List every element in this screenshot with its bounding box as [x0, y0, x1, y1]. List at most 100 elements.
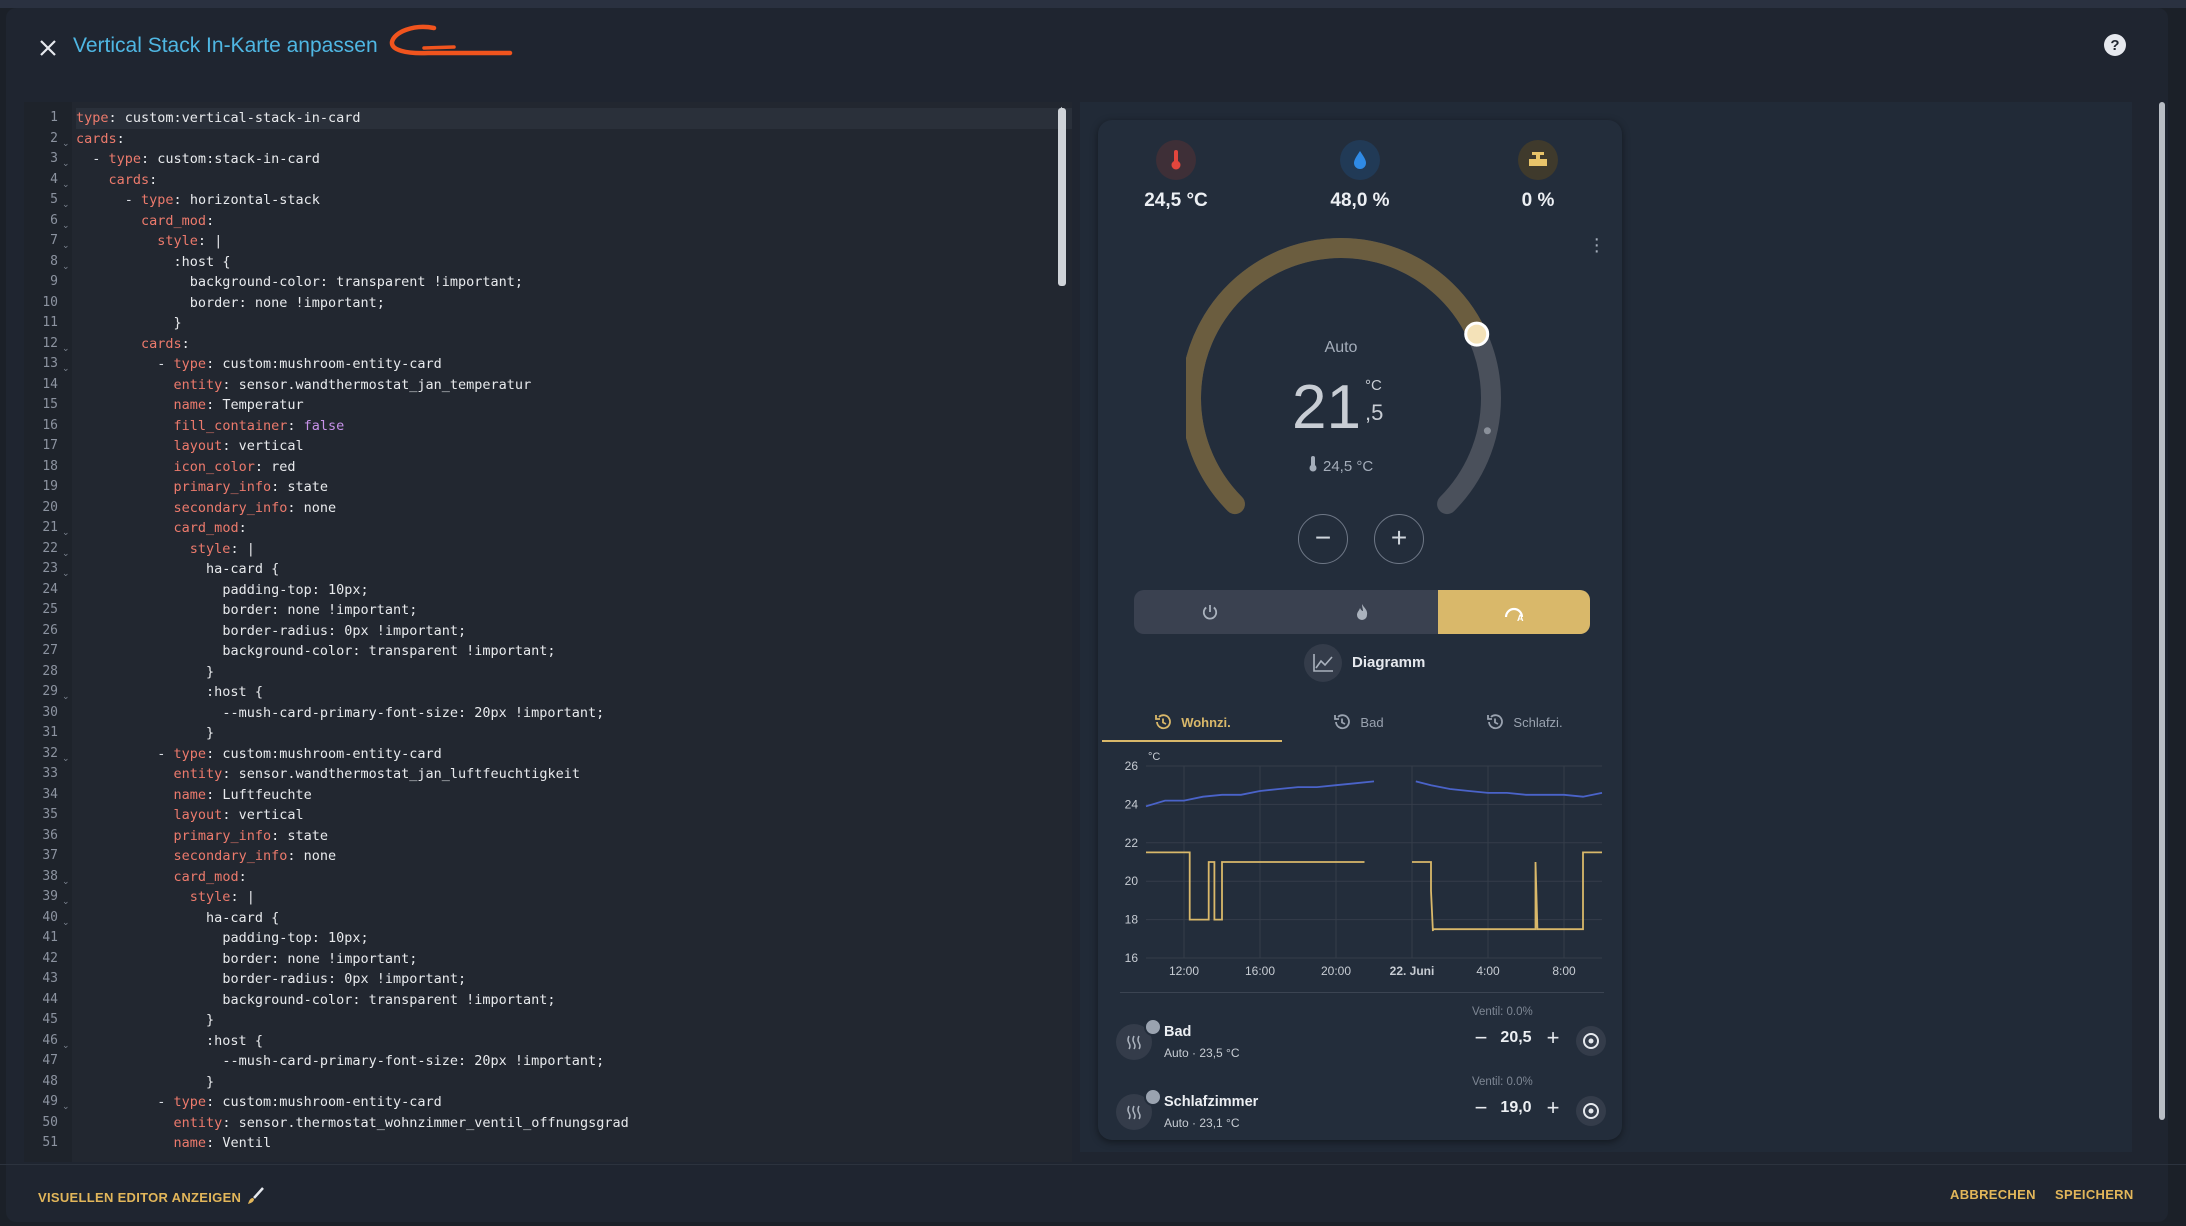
yaml-separator: :	[206, 1094, 223, 1110]
yaml-key: cards	[76, 130, 117, 147]
help-button[interactable]: ?	[2102, 32, 2132, 62]
increase-button[interactable]: +	[1546, 1025, 1560, 1050]
fold-chevron-icon[interactable]: ⌄	[62, 240, 70, 250]
yaml-separator: :	[222, 376, 239, 393]
tab-label: Schlafzi.	[1513, 714, 1563, 730]
yaml-value: --mush-card-primary-font-size: 20px !imp…	[222, 1053, 605, 1069]
auto-mode-button[interactable]: A	[1438, 590, 1590, 634]
temperature-sensor[interactable]: 24,5 °C	[1106, 140, 1246, 212]
current-temp-label: 24,5 °C	[1323, 458, 1373, 475]
yaml-key: style	[189, 540, 231, 557]
yaml-value: none	[303, 848, 337, 864]
show-visual-editor-button[interactable]: VISUELLEN EDITOR ANZEIGEN	[38, 1187, 265, 1205]
yaml-value: |	[246, 889, 255, 905]
line-number: 38	[42, 868, 58, 884]
y-tick-label: 20	[1125, 874, 1139, 888]
dial-handle[interactable]	[1464, 321, 1490, 347]
yaml-key: entity	[173, 766, 223, 782]
page-scrollbar[interactable]	[2158, 96, 2166, 1162]
fold-chevron-icon[interactable]: ⌄	[62, 527, 70, 537]
yaml-separator: :	[206, 745, 223, 762]
thermostat-dial[interactable]: Auto 21 °C ,5 24,5 °C	[1186, 230, 1536, 530]
page-scrollbar-thumb[interactable]	[2159, 102, 2165, 1120]
line-number: 17	[42, 438, 58, 453]
editor-scrollbar-thumb[interactable]	[1058, 108, 1066, 286]
yaml-separator: :	[271, 827, 288, 844]
fold-chevron-icon[interactable]: ⌄	[62, 691, 70, 701]
target-temp-whole: 21	[1292, 373, 1361, 442]
yaml-code-editor[interactable]: type: custom:vertical-stack-in-card cards…	[24, 102, 1072, 1162]
fold-chevron-icon[interactable]: ⌄	[62, 568, 70, 578]
mode-button[interactable]	[1576, 1026, 1606, 1056]
fold-chevron-icon[interactable]: ⌄	[62, 260, 70, 271]
decrease-button[interactable]: −	[1474, 1025, 1488, 1050]
code-line: - type: custom:mushroom-entity-card	[76, 1092, 442, 1113]
code-line: name: Luftfeuchte	[76, 785, 312, 806]
decrease-button[interactable]: −	[1474, 1095, 1488, 1120]
chart-line-icon[interactable]	[1304, 644, 1342, 682]
svg-text:?: ?	[2110, 37, 2119, 54]
code-line: entity: sensor.wandthermostat_jan_luftfe…	[76, 764, 580, 785]
cancel-button[interactable]: ABBRECHEN	[1950, 1187, 2036, 1202]
thermometer-icon	[1311, 456, 1315, 467]
line-number: 16	[42, 417, 58, 433]
fold-chevron-icon[interactable]: ⌄	[62, 1039, 70, 1050]
line-number: 1	[50, 110, 58, 125]
heat-mode-button[interactable]	[1286, 590, 1438, 634]
yaml-key: secondary_info	[173, 499, 288, 516]
diagram-label[interactable]: Diagramm	[1352, 654, 1426, 671]
x-tick-label: 20:00	[1321, 964, 1351, 978]
fold-chevron-icon[interactable]: ⌄	[62, 1101, 70, 1111]
fold-chevron-icon[interactable]: ⌄	[62, 875, 70, 886]
y-tick-label: 22	[1125, 836, 1139, 850]
increase-temp-button[interactable]: +	[1374, 514, 1424, 564]
humidity-sensor[interactable]: 48,0 %	[1290, 140, 1430, 212]
increase-button[interactable]: +	[1546, 1095, 1560, 1120]
fold-chevron-icon[interactable]: ⌄	[62, 916, 70, 927]
fold-chevron-icon[interactable]: ⌄	[62, 342, 70, 353]
tab-schlafzimmer[interactable]: Schlafzi.	[1434, 700, 1614, 744]
indent	[76, 766, 174, 782]
y-tick-label: 26	[1125, 759, 1139, 773]
indent	[76, 643, 222, 659]
fold-chevron-icon[interactable]: ⌄	[62, 158, 70, 168]
yaml-value: }	[173, 315, 182, 331]
x-tick-label: 16:00	[1245, 964, 1275, 978]
temperature-history-chart[interactable]: 26 24 22 20 18 16 12:00 16:00 20:00 22. Juni 4:00 8…	[1108, 744, 1608, 984]
tab-bad[interactable]: Bad	[1268, 700, 1448, 744]
mode-button[interactable]	[1576, 1096, 1606, 1126]
room-row-bad[interactable]: Bad Auto · 23,5 °C Ventil: 0.0% − 20,5 +	[1116, 1006, 1606, 1078]
save-button[interactable]: SPEICHERN	[2055, 1187, 2134, 1202]
room-row-schlafzimmer[interactable]: Schlafzimmer Auto · 23,1 °C Ventil: 0.0%…	[1116, 1076, 1606, 1148]
more-options-icon[interactable]: · · ·	[1593, 228, 1600, 262]
yaml-separator: :	[222, 766, 239, 782]
close-button[interactable]	[30, 30, 66, 66]
hvac-mode-label: Auto	[1325, 339, 1358, 356]
code-line: cards:	[76, 170, 158, 191]
yaml-key: name	[173, 786, 207, 803]
fold-chevron-icon[interactable]: ⌄	[62, 363, 70, 373]
fold-chevron-icon[interactable]: ⌄	[62, 199, 70, 209]
fold-chevron-icon[interactable]: ⌄	[62, 752, 70, 763]
yaml-separator: :	[271, 479, 288, 495]
fold-chevron-icon[interactable]: ⌄	[62, 178, 70, 189]
yaml-key: type	[76, 110, 109, 126]
fold-chevron-icon[interactable]: ⌄	[62, 896, 70, 906]
target-temp-unit: °C	[1365, 377, 1382, 394]
fold-chevron-icon[interactable]: ⌄	[62, 219, 70, 230]
line-number: 25	[42, 602, 58, 617]
line-number: 30	[42, 704, 58, 720]
power-mode-button[interactable]	[1134, 590, 1286, 634]
tab-wohnzimmer[interactable]: Wohnzi.	[1102, 700, 1282, 744]
yaml-value: |	[214, 233, 223, 249]
decrease-temp-button[interactable]: −	[1298, 514, 1348, 564]
history-icon	[1487, 714, 1504, 730]
x-tick-label: 8:00	[1552, 964, 1576, 978]
yaml-separator: :	[238, 520, 247, 536]
fold-chevron-icon[interactable]: ⌄	[62, 137, 70, 148]
indent	[76, 705, 222, 721]
auto-thermostat-icon	[1583, 1033, 1599, 1049]
valve-sensor[interactable]: 0 %	[1468, 140, 1608, 212]
yaml-key: style	[157, 233, 198, 249]
fold-chevron-icon[interactable]: ⌄	[62, 547, 70, 558]
